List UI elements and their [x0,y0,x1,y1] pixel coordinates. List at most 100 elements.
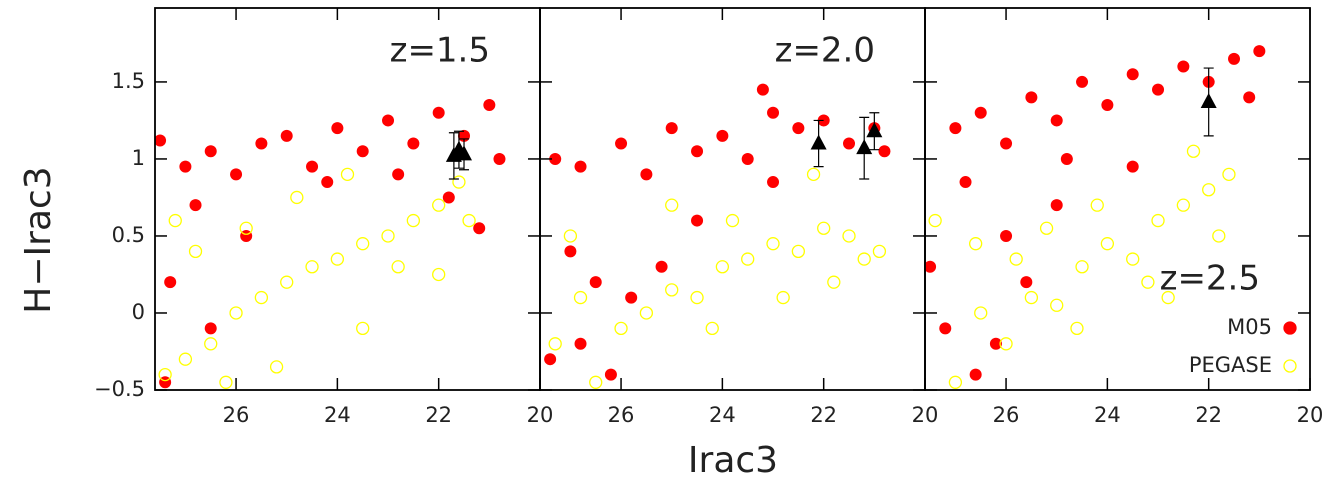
point [1050,199,1063,212]
point [229,306,243,320]
point [280,129,293,142]
point [564,245,577,258]
point [442,191,455,204]
point [219,375,233,389]
point [791,244,806,259]
triangle-marker [856,139,873,155]
point [665,283,679,297]
point [589,375,603,389]
point [573,290,588,305]
point [1152,83,1165,96]
point [155,134,167,147]
x-tick-label: 24 [709,403,736,427]
point [1050,114,1063,127]
point [1253,45,1266,58]
point [1126,68,1139,81]
point [432,267,446,282]
point [1000,229,1013,242]
point [878,145,891,158]
point [741,152,754,165]
point [473,222,486,235]
point [204,322,217,335]
point [1141,275,1155,289]
point [639,306,654,320]
point [168,213,182,228]
y-tick-label: 1 [132,146,145,170]
point [1228,52,1241,65]
point [766,237,780,251]
point [949,122,962,135]
point [925,260,937,273]
point [158,367,172,382]
triangle-marker [810,134,827,150]
triangle-marker [866,122,883,138]
x-tick-label: 24 [324,403,351,427]
point [817,114,830,127]
x-tick-label: 20 [1297,403,1324,427]
point [1126,160,1139,173]
point [614,321,628,336]
point [179,160,192,173]
point [604,368,617,381]
point [356,237,370,251]
annotation: z=2.0 [775,31,875,71]
point [204,145,217,158]
point [306,160,319,173]
point [939,322,952,335]
point [1039,221,1054,235]
point [1024,290,1039,305]
point [1009,252,1023,266]
point [381,229,395,243]
point [725,213,740,228]
point [452,175,466,189]
x-tick-label: 20 [912,403,939,427]
point [843,137,856,150]
legend-marker [1283,321,1297,335]
point [178,352,193,366]
point [690,290,704,305]
point [321,176,334,189]
point [1151,213,1165,228]
point [1186,144,1201,158]
legend-label: M05 [1227,315,1272,339]
point [340,167,355,182]
point [1202,183,1216,197]
point [665,122,678,135]
point [230,168,243,181]
point [989,337,1002,350]
x-tick-label: 22 [425,403,452,427]
point [974,306,988,320]
point [969,237,983,251]
point [391,260,405,274]
point [625,291,638,304]
point [959,176,972,189]
point [928,213,942,228]
point [655,260,668,273]
point [1075,260,1089,274]
triangle-marker [1200,92,1217,108]
point [574,337,587,350]
point [776,290,790,305]
x-tick-label: 22 [810,403,837,427]
x-tick-label: 24 [1094,403,1121,427]
point [1060,152,1073,165]
point [948,375,963,389]
point [432,106,445,119]
point [305,260,319,274]
point [407,137,420,150]
point [1161,290,1175,305]
point [331,122,344,135]
point [330,252,345,266]
point [1025,91,1038,104]
y-tick-label: −0.5 [94,377,145,401]
point [1176,198,1191,212]
point [999,337,1013,351]
point [1177,60,1190,73]
point [589,276,602,289]
point [741,252,755,266]
point [716,129,729,142]
point [493,152,506,165]
point [969,368,982,381]
point [705,321,719,336]
point [549,152,562,165]
